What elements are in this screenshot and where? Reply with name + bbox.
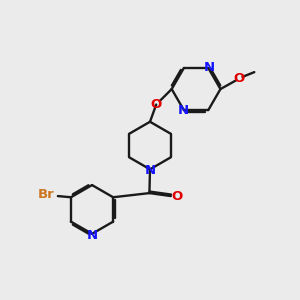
Text: O: O bbox=[172, 190, 183, 202]
Text: O: O bbox=[151, 98, 162, 111]
Text: N: N bbox=[178, 104, 189, 117]
Text: O: O bbox=[233, 72, 244, 85]
Text: N: N bbox=[86, 229, 98, 242]
Text: Br: Br bbox=[38, 188, 54, 201]
Text: N: N bbox=[203, 61, 214, 74]
Text: N: N bbox=[144, 164, 156, 177]
